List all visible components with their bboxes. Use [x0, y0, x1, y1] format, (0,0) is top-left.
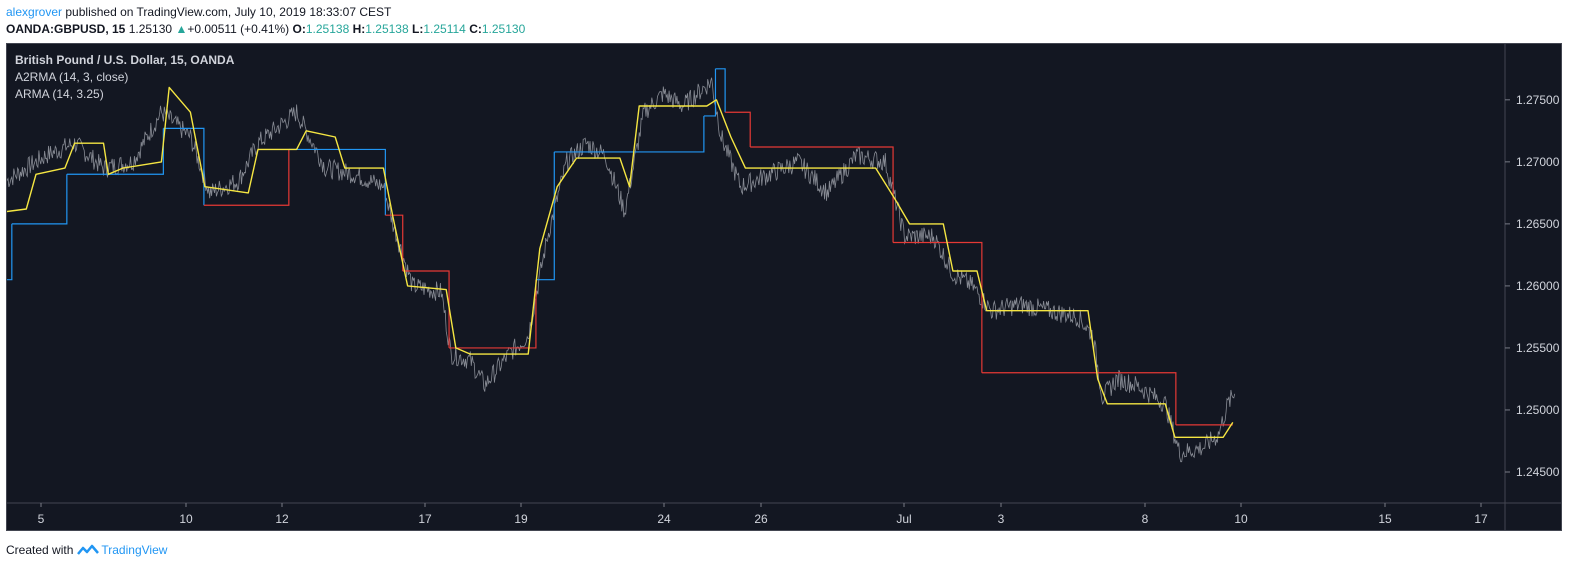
a2rma-step-segment	[163, 127, 205, 206]
a2rma-step-segment	[402, 270, 450, 348]
open-label: O:	[292, 22, 306, 36]
y-tick-label: 1.28000	[1516, 44, 1560, 45]
x-tick-label: 17	[418, 512, 432, 526]
x-tick-label: 5	[38, 512, 45, 526]
low-value: 1.25114	[423, 22, 466, 36]
a2rma-step-segment	[385, 214, 404, 272]
arma-series-line	[7, 86, 1234, 438]
a2rma-step-segment	[554, 115, 705, 153]
tradingview-link[interactable]: TradingView	[77, 543, 167, 557]
low-label: L:	[412, 22, 424, 36]
x-tick-label: 3	[998, 512, 1005, 526]
x-tick-label: 12	[275, 512, 289, 526]
x-tick-label: 17	[1474, 512, 1488, 526]
tradingview-brand: TradingView	[101, 543, 168, 557]
tradingview-logo-icon	[77, 544, 100, 555]
high-label: H:	[352, 22, 366, 36]
legend-title: British Pound / U.S. Dollar, 15, OANDA	[15, 53, 235, 67]
y-tick-label: 1.26500	[1516, 217, 1560, 231]
x-tick-label: 26	[754, 512, 768, 526]
legend-indicator-arma[interactable]: ARMA (14, 3.25)	[15, 87, 104, 101]
triangle-up-icon: ▲	[175, 22, 188, 36]
published-text: published on TradingView.com, July 10, 2…	[65, 5, 392, 19]
a2rma-step-segment	[535, 151, 555, 281]
a2rma-step-segment	[750, 146, 894, 243]
price-change: +0.00511 (+0.41%)	[187, 22, 290, 36]
x-tick-label: 15	[1378, 512, 1392, 526]
close-value: 1.25130	[481, 22, 526, 36]
quote-line: OANDA:GBPUSD, 15 1.25130 ▲+0.00511 (+0.4…	[6, 22, 525, 36]
x-tick-label: 10	[1234, 512, 1248, 526]
a2rma-step-segment	[715, 68, 726, 113]
x-tick-label: 10	[179, 512, 193, 526]
a2rma-step-segment	[703, 68, 717, 117]
y-tick-label: 1.27000	[1516, 155, 1560, 169]
high-value: 1.25138	[365, 22, 409, 36]
a2rma-step-segment	[7, 223, 13, 281]
price-series-line	[7, 77, 1236, 463]
x-tick-label: 24	[657, 512, 671, 526]
a2rma-step-segment	[725, 111, 751, 147]
created-with-text: Created with	[6, 543, 74, 557]
y-tick-label: 1.24500	[1516, 465, 1560, 479]
a2rma-step-segment	[981, 372, 1177, 425]
x-tick-label: 8	[1142, 512, 1149, 526]
y-tick-label: 1.25500	[1516, 341, 1560, 355]
x-tick-label: 19	[514, 512, 528, 526]
a2rma-step-segment	[893, 241, 983, 373]
open-value: 1.25138	[305, 22, 350, 36]
x-tick-label: Jul	[896, 512, 911, 526]
chart-legend: British Pound / U.S. Dollar, 15, OANDA A…	[15, 52, 234, 103]
a2rma-step-segment	[203, 149, 290, 206]
chart-panel[interactable]: 1.28000 1.27500 1.27000 1.26500 1.26000 1.255…	[6, 43, 1562, 531]
y-tick-label: 1.25000	[1516, 403, 1560, 417]
a2rma-step-segment	[288, 148, 386, 216]
footer: Created with TradingView	[6, 543, 167, 557]
close-label: C:	[469, 22, 482, 36]
author-link[interactable]: alexgrover	[6, 5, 63, 19]
a2rma-step-segment	[449, 279, 537, 349]
price-chart[interactable]: 1.28000 1.27500 1.27000 1.26500 1.26000 1.255…	[7, 44, 1561, 530]
y-tick-label: 1.26000	[1516, 279, 1560, 293]
a2rma-step-segment	[11, 174, 68, 225]
last-price: 1.25130	[128, 22, 173, 36]
symbol-label: OANDA:GBPUSD, 15	[6, 22, 126, 36]
y-tick-label: 1.27500	[1516, 93, 1560, 107]
publish-line: alexgrover published on TradingView.com,…	[6, 5, 391, 19]
legend-indicator-a2rma[interactable]: A2RMA (14, 3, close)	[15, 70, 129, 84]
